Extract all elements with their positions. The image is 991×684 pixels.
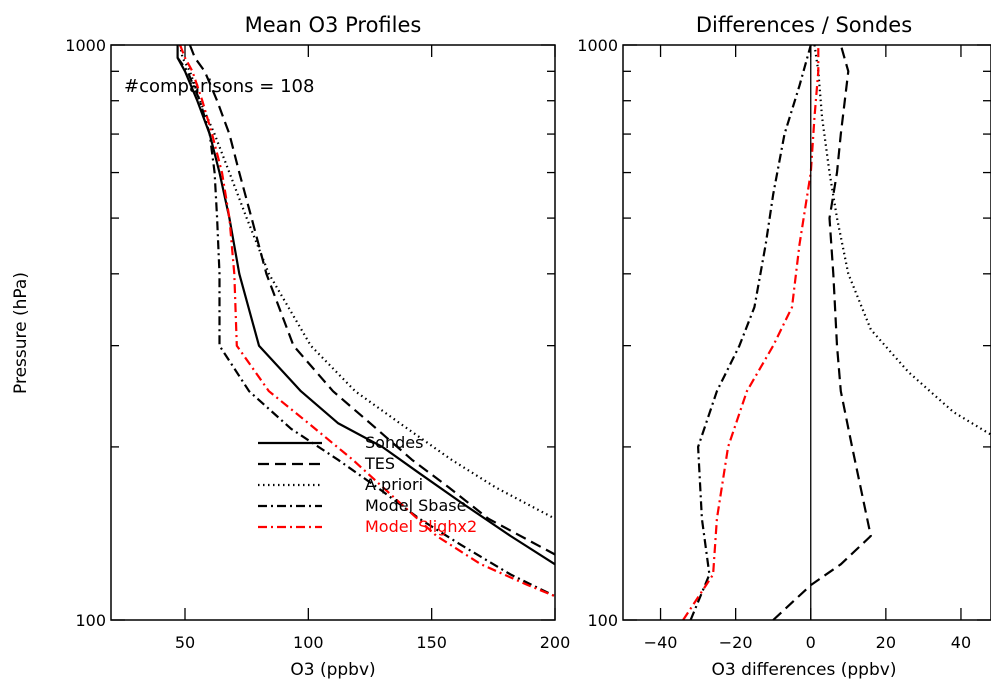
right-x-tick-label: 0 [806,633,816,652]
differences-panel: Differences / Sondes O3 differences (ppb… [577,13,991,680]
legend-label-model-sbase: Model Sbase [365,496,466,515]
left-x-axis-label: O3 (ppbv) [290,660,375,680]
right-x-tick-label: 20 [876,633,896,652]
right-x-tick-label: −40 [644,633,678,652]
right-chart-title: Differences / Sondes [696,13,912,37]
right-series-line-tes [772,44,872,621]
right-x-axis-label: O3 differences (ppbv) [712,660,897,680]
right-x-tick-label: 40 [951,633,971,652]
right-plot-frame [622,44,991,621]
left-series-line-model-sbase [176,57,556,598]
left-series-line-a-priori [179,44,556,520]
right-y-tick-label: 100 [587,611,618,630]
right-series-line-model-sbase [689,44,812,621]
left-y-tick-label: 1000 [65,36,106,55]
legend-label-tes: TES [364,454,395,473]
left-chart-title: Mean O3 Profiles [245,13,422,37]
right-axis-ticks: −40 −20 0 20 40 100 1000 [577,36,991,652]
left-x-tick-label: 50 [175,633,195,652]
left-x-tick-label: 100 [293,633,324,652]
left-y-axis-label: Pressure (hPa) [11,272,31,394]
left-axis-ticks: 50 100 150 200 100 1000 [65,36,570,652]
right-series-lines [682,44,991,621]
left-x-tick-label: 200 [540,633,571,652]
left-plot-frame [110,44,556,621]
legend-label-sondes: Sondes [365,433,423,452]
left-y-tick-label: 100 [75,611,106,630]
comparisons-annotation: #comparisons = 108 [124,76,314,97]
left-series-line-sondes [176,45,556,566]
right-series-line-a-priori [813,44,991,436]
legend-label-model-slighx2: Model Slighx2 [365,517,477,536]
left-series-line-model-slighx2 [179,44,556,598]
legend: Sondes TES A priori Model Sbase Model Slighx… [258,433,477,536]
right-y-tick-label: 1000 [577,36,618,55]
mean-profiles-panel: Mean O3 Profiles O3 (ppbv) Pressure (hPa… [11,13,570,680]
legend-label-a-priori: A priori [365,475,423,494]
left-series-lines [176,44,556,598]
right-x-tick-label: −20 [719,633,753,652]
left-x-tick-label: 150 [416,633,447,652]
left-series-line-tes [188,44,556,556]
right-series-line-model-slighx2 [682,45,820,621]
